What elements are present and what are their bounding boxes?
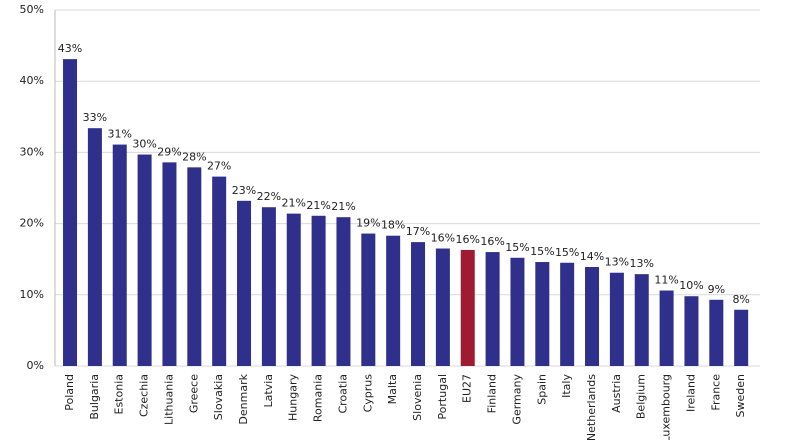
x-tick-label: Sweden: [734, 374, 747, 417]
x-tick-label: Italy: [560, 374, 573, 398]
value-label: 29%: [157, 145, 181, 158]
value-label: 15%: [530, 245, 554, 258]
x-tick-label: Ireland: [684, 374, 697, 412]
value-label: 22%: [257, 190, 281, 203]
value-label: 10%: [679, 279, 703, 292]
bar: [311, 215, 326, 366]
x-tick-label: Malta: [386, 374, 399, 404]
x-tick-label: Slovenia: [411, 374, 424, 421]
x-tick-label: Latvia: [262, 374, 275, 408]
x-tick-label: Spain: [535, 374, 548, 405]
bar: [336, 217, 351, 366]
x-tick-label: France: [709, 374, 722, 411]
bar: [709, 299, 724, 366]
bar: [386, 235, 401, 366]
bar: [237, 200, 252, 366]
value-label: 21%: [331, 200, 355, 213]
x-tick-label: Czechia: [138, 374, 151, 417]
bar: [485, 252, 500, 366]
x-tick-label: Slovakia: [212, 374, 225, 420]
bar: [411, 242, 426, 366]
y-tick-label: 10%: [20, 288, 44, 301]
x-tick-label: Portugal: [436, 374, 449, 420]
value-label: 21%: [282, 197, 306, 210]
value-label: 18%: [381, 219, 405, 232]
value-label: 33%: [83, 111, 107, 124]
y-tick-label: 50%: [20, 3, 44, 16]
bar: [286, 213, 301, 366]
x-tick-label: Greece: [187, 374, 200, 413]
bar: [460, 249, 475, 366]
x-tick-label: Poland: [63, 374, 76, 411]
bar: [187, 167, 202, 366]
value-label: 13%: [605, 256, 629, 269]
value-label: 16%: [480, 235, 504, 248]
x-tick-label: Bulgaria: [88, 374, 101, 420]
x-tick-label: EU27: [461, 374, 474, 403]
bar: [734, 309, 749, 366]
value-label: 13%: [630, 257, 654, 270]
value-label: 9%: [708, 283, 725, 296]
value-label: 15%: [505, 241, 529, 254]
value-label: 19%: [356, 217, 380, 230]
x-tick-label: Cyprus: [361, 374, 374, 413]
x-tick-label: Romania: [312, 374, 325, 422]
bar: [112, 144, 127, 366]
value-label: 28%: [182, 150, 206, 163]
x-tick-label: Croatia: [336, 374, 349, 414]
value-label: 16%: [456, 233, 480, 246]
x-tick-label: Belgium: [635, 374, 648, 419]
bar: [510, 257, 525, 366]
value-label: 30%: [132, 138, 156, 151]
x-tick-label: Finland: [486, 374, 499, 413]
x-tick-label: Austria: [610, 374, 623, 413]
x-tick-label: Denmark: [237, 373, 250, 424]
value-label: 15%: [555, 246, 579, 259]
value-label: 14%: [580, 250, 604, 263]
value-label: 21%: [306, 199, 330, 212]
value-label: 8%: [732, 293, 749, 306]
bar: [137, 154, 152, 366]
bar: [659, 290, 674, 366]
value-label: 16%: [431, 232, 455, 245]
bar: [261, 207, 276, 366]
value-label: 17%: [406, 225, 430, 238]
bar: [634, 274, 649, 366]
x-tick-label: Estonia: [113, 374, 126, 415]
y-tick-label: 20%: [20, 217, 44, 230]
bar: [609, 272, 624, 366]
value-label: 27%: [207, 160, 231, 173]
bar: [560, 262, 575, 366]
bar: [535, 262, 550, 366]
value-label: 23%: [232, 184, 256, 197]
bar: [361, 233, 376, 366]
bar: [63, 59, 78, 367]
value-label: 11%: [654, 274, 678, 287]
value-label: 43%: [58, 42, 82, 55]
y-tick-label: 30%: [20, 145, 44, 158]
x-tick-label: Luxembourg: [660, 374, 673, 440]
x-tick-label: Lithuania: [162, 374, 175, 425]
bar: [435, 248, 450, 366]
x-tick-label: Netherlands: [585, 374, 598, 440]
x-tick-label: Hungary: [287, 374, 300, 421]
bar: [87, 128, 102, 366]
bar: [585, 267, 600, 366]
x-tick-label: Germany: [510, 374, 523, 425]
value-label: 31%: [108, 128, 132, 141]
bar: [684, 296, 699, 366]
bar: [162, 162, 177, 366]
y-tick-label: 0%: [27, 359, 44, 372]
bar: [212, 176, 227, 366]
y-tick-label: 40%: [20, 74, 44, 87]
